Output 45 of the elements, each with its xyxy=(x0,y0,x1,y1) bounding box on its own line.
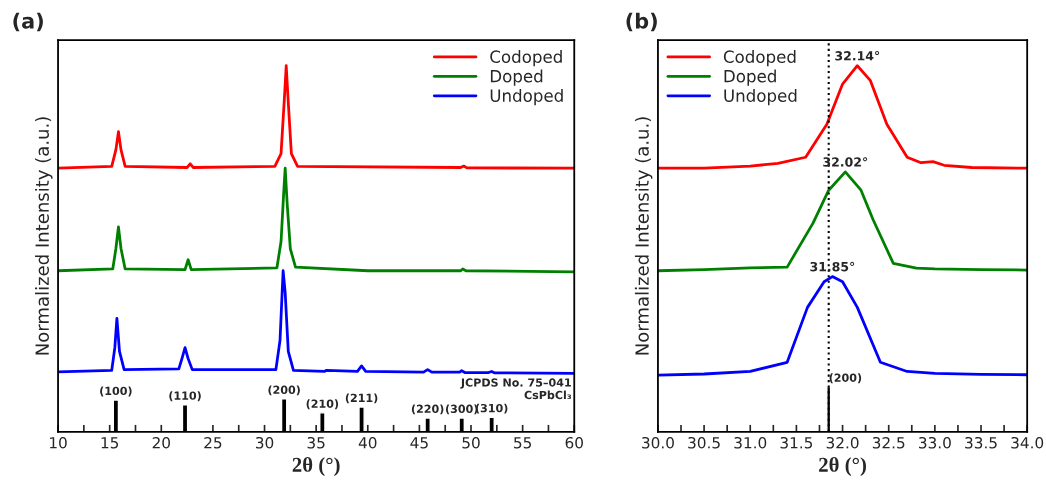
annotation: (200) xyxy=(829,373,862,384)
annotation: JCPDS No. 75–041 CsPbCl₃ xyxy=(460,378,572,400)
x-tick-label: 40 xyxy=(358,436,377,449)
text: (b) xyxy=(626,12,657,32)
x-tick-label: 30.5 xyxy=(688,436,720,449)
x-tick-label: 15 xyxy=(101,437,119,449)
annotation: (300) xyxy=(446,404,478,415)
annotation: (200) xyxy=(268,385,300,396)
annotation: (211) xyxy=(345,393,378,404)
legend-label: Codoped xyxy=(723,50,796,67)
legend-label: Doped xyxy=(724,69,776,86)
y-axis-title: Normalized Intensity (a.u.) xyxy=(634,117,653,355)
annotation: (210) xyxy=(306,399,339,410)
legend-label: Undoped xyxy=(724,89,797,106)
x-tick-label: 31.5 xyxy=(780,436,813,449)
text: (a) xyxy=(13,12,43,32)
x-tick-label: 60 xyxy=(565,436,583,449)
legend-label: Codoped xyxy=(490,50,562,67)
x-tick-label: 50 xyxy=(462,436,480,449)
x-tick-label: 55 xyxy=(514,437,532,449)
x-axis-title: 2θ (°) xyxy=(292,457,340,477)
x-tick-label: 30.0 xyxy=(642,436,674,449)
annotation: (100) xyxy=(100,386,132,397)
x-tick-label: 20 xyxy=(152,436,170,449)
x-tick-label: 25 xyxy=(204,436,222,449)
legend-label: Doped xyxy=(490,69,543,86)
annotation: 32.14° xyxy=(835,50,880,61)
x-tick-label: 31.0 xyxy=(734,436,767,449)
x-axis-title: 2θ (°) xyxy=(819,457,866,477)
x-tick-label: 30 xyxy=(255,436,274,449)
x-tick-label: 33.5 xyxy=(965,436,997,449)
annotation: (310) xyxy=(475,403,508,414)
x-tick-label: 34.0 xyxy=(1011,436,1044,449)
x-tick-label: 45 xyxy=(410,437,428,449)
x-tick-label: 10 xyxy=(50,436,67,449)
x-tick-label: 32.0 xyxy=(826,436,859,449)
x-tick-label: 33.0 xyxy=(919,436,951,449)
legend-label: Undoped xyxy=(490,89,563,106)
annotation: 31.85° xyxy=(810,261,855,272)
x-tick-label: 35 xyxy=(307,436,325,449)
x-tick-label: 32.5 xyxy=(872,436,905,449)
annotation: 32.02° xyxy=(823,157,868,167)
annotation: (110) xyxy=(169,391,201,402)
y-axis-title: Normalized Intensity (a.u.) xyxy=(35,117,53,355)
annotation: (220) xyxy=(411,404,444,415)
